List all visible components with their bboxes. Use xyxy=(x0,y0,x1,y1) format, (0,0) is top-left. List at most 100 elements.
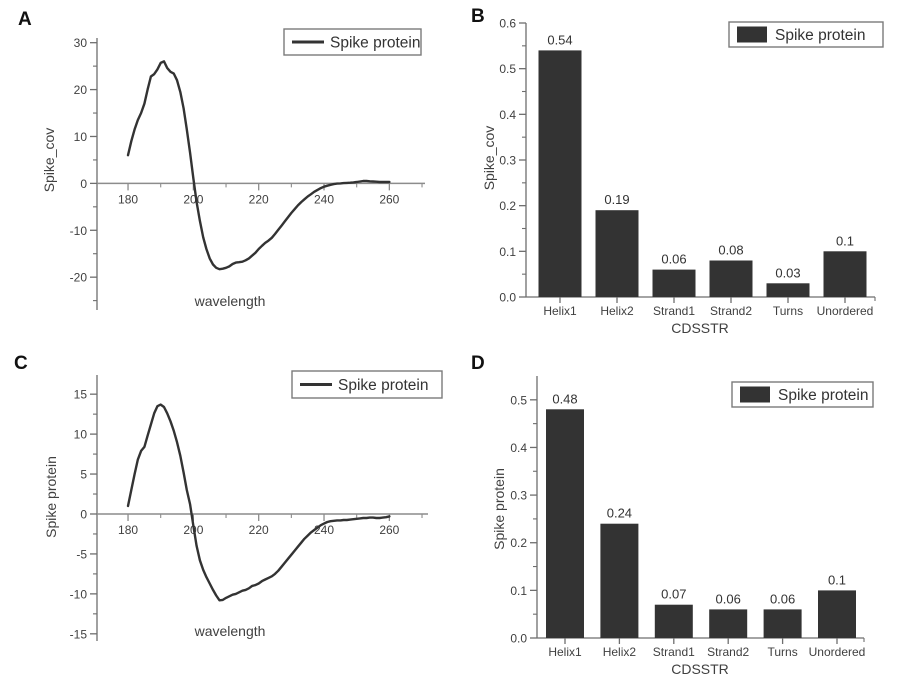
panel-d-letter: D xyxy=(471,353,485,374)
y-tick-label: -10 xyxy=(70,224,88,238)
bar-unordered xyxy=(818,590,856,638)
bar-helix1 xyxy=(546,409,584,638)
legend: Spike protein xyxy=(728,21,884,48)
bar-value-label: 0.24 xyxy=(607,506,632,521)
bar-chart-spike-cov: 0.0 0.1 0.2 0.3 0.4 0.5 0.6 Helix1 Helix2 Strand1… xyxy=(481,17,884,336)
y-tick-label: 0.0 xyxy=(499,291,516,305)
y-tick-label: -15 xyxy=(70,627,88,641)
y-tick-label: 0.3 xyxy=(510,489,527,503)
x-tick-label: 180 xyxy=(118,523,138,537)
y-axis: 0.0 0.1 0.2 0.3 0.4 0.5 xyxy=(510,376,538,646)
y-axis: -15 -10 -5 0 5 10 15 xyxy=(70,375,98,641)
y-tick-label: 0 xyxy=(80,177,87,191)
y-tick-label: 0.2 xyxy=(499,199,516,213)
category-label: Turns xyxy=(767,645,797,659)
x-tick-label: 260 xyxy=(379,523,399,537)
bar-helix2 xyxy=(600,523,639,638)
legend-swatch xyxy=(740,386,770,403)
y-tick-label: 0 xyxy=(80,507,87,521)
y-axis-title: Spike protein xyxy=(43,456,59,538)
panel-d: D 0.0 0.1 0.2 0.3 0.4 0.5 Helix1 Helix2 Strand1 S… xyxy=(448,347,896,694)
bar-value-label: 0.1 xyxy=(828,572,846,587)
bar-value-label: 0.06 xyxy=(770,591,795,606)
legend-label: Spike protein xyxy=(338,377,428,394)
y-axis-title: Spike protein xyxy=(491,468,507,550)
legend: Spike protein xyxy=(283,28,422,56)
bar-value-label: 0.08 xyxy=(718,242,743,257)
panel-a: A -20 -10 0 10 20 30 180 200 220 240 260 wavelength… xyxy=(0,0,448,347)
x-tick-label: 220 xyxy=(249,523,269,537)
bars: 0.54 0.19 0.06 0.08 0.03 0.1 xyxy=(538,32,867,298)
y-axis: 0.0 0.1 0.2 0.3 0.4 0.5 0.6 xyxy=(499,17,527,305)
category-label: Helix1 xyxy=(548,645,582,659)
y-tick-label: 0.1 xyxy=(499,245,516,259)
x-axis: Helix1 Helix2 Strand1 Strand2 Turns Unordered xyxy=(537,637,866,659)
category-label: Unordered xyxy=(809,645,866,659)
bar-value-label: 0.54 xyxy=(547,32,572,47)
x-tick-label: 200 xyxy=(183,192,203,206)
bar-helix2 xyxy=(595,210,639,297)
bar-unordered xyxy=(823,251,867,297)
bar-value-label: 0.06 xyxy=(716,591,741,606)
y-tick-label: 0.1 xyxy=(510,584,527,598)
category-label: Helix1 xyxy=(543,304,577,318)
x-tick-label: 220 xyxy=(249,192,269,206)
bar-turns xyxy=(763,609,802,638)
line-chart-spike-cov: -20 -10 0 10 20 30 180 200 220 240 260 wavelength Sp… xyxy=(41,28,425,310)
y-tick-label: 5 xyxy=(80,468,87,482)
category-label: Strand1 xyxy=(653,645,695,659)
bar-value-label: 0.03 xyxy=(775,265,800,280)
y-tick-label: 0.0 xyxy=(510,632,527,646)
panel-c: C -15 -10 -5 0 5 10 15 180 200 220 240 260 wavelengt… xyxy=(0,347,448,694)
y-tick-label: 0.6 xyxy=(499,17,516,31)
x-axis-title: wavelength xyxy=(194,623,266,639)
panel-c-letter: C xyxy=(14,353,28,374)
bar-strand2 xyxy=(709,609,748,638)
y-axis-title: Spike_cov xyxy=(481,126,497,191)
x-tick-label: 180 xyxy=(118,192,138,206)
legend: Spike protein xyxy=(731,381,874,408)
legend-label: Spike protein xyxy=(775,27,865,44)
y-tick-label: 20 xyxy=(74,83,88,97)
y-axis: -20 -10 0 10 20 30 xyxy=(70,36,98,310)
series-line xyxy=(126,60,391,271)
y-tick-label: 15 xyxy=(74,388,88,402)
y-tick-label: 0.3 xyxy=(499,154,516,168)
bar-value-label: 0.1 xyxy=(836,233,854,248)
panel-a-letter: A xyxy=(18,9,32,30)
legend-label: Spike protein xyxy=(778,387,868,404)
y-tick-label: 10 xyxy=(74,428,88,442)
legend: Spike protein xyxy=(291,370,443,399)
category-label: Unordered xyxy=(817,304,874,318)
y-tick-label: 30 xyxy=(74,36,88,50)
category-label: Helix2 xyxy=(600,304,634,318)
y-tick-label: 0.5 xyxy=(510,393,527,407)
bar-strand2 xyxy=(709,260,753,297)
series-line xyxy=(126,403,391,602)
y-tick-label: 0.5 xyxy=(499,62,516,76)
y-tick-label: -10 xyxy=(70,587,88,601)
y-tick-label: 10 xyxy=(74,130,88,144)
category-label: Strand2 xyxy=(710,304,752,318)
bar-strand1 xyxy=(654,604,693,638)
y-tick-label: 0.4 xyxy=(499,108,516,122)
bar-helix1 xyxy=(538,50,582,298)
legend-swatch xyxy=(737,26,767,43)
x-axis: 180 200 220 240 260 xyxy=(97,182,425,206)
panel-b: B 0.0 0.1 0.2 0.3 0.4 0.5 0.6 Helix1 Helix2 Stran… xyxy=(448,0,896,347)
bars: 0.48 0.24 0.07 0.06 0.06 0.1 xyxy=(546,391,856,638)
x-axis-title: CDSSTR xyxy=(671,661,729,677)
y-tick-label: 0.4 xyxy=(510,441,527,455)
bar-value-label: 0.07 xyxy=(661,587,686,602)
bar-value-label: 0.48 xyxy=(552,391,577,406)
x-tick-label: 260 xyxy=(379,192,399,206)
category-label: Strand2 xyxy=(707,645,749,659)
y-tick-label: 0.2 xyxy=(510,536,527,550)
bar-value-label: 0.06 xyxy=(661,252,686,267)
x-tick-label: 240 xyxy=(314,523,334,537)
x-axis: Helix1 Helix2 Strand1 Strand2 Turns Unordered xyxy=(526,296,876,318)
bar-turns xyxy=(766,283,810,297)
y-tick-label: -20 xyxy=(70,271,88,285)
